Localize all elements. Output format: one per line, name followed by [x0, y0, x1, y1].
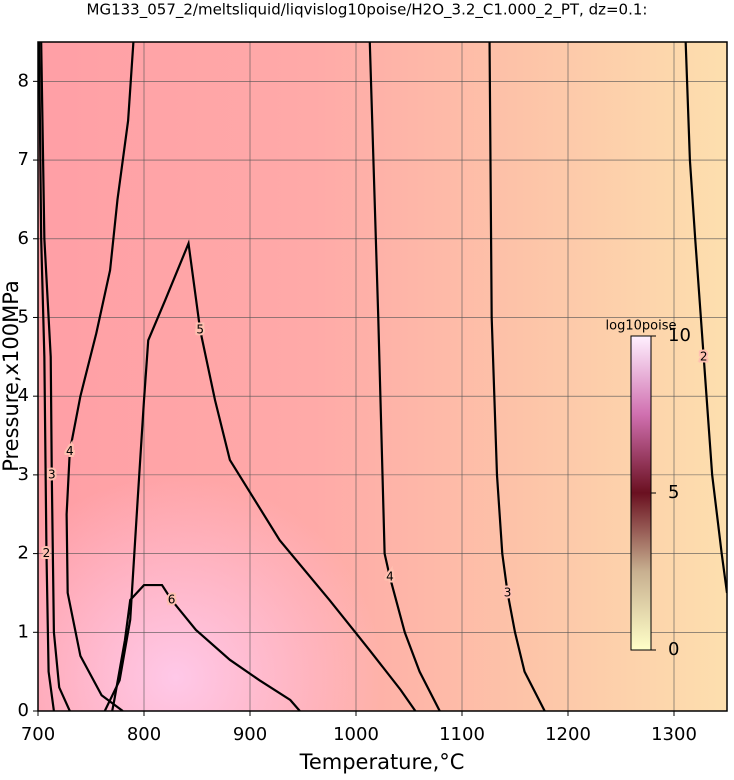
contour-line — [65, 42, 135, 711]
contour-label: 5 — [196, 323, 204, 337]
x-axis-label: Temperature,°C — [299, 750, 465, 774]
chart-title: MG133_057_2/meltsliquid/liqvislog10poise… — [87, 1, 648, 20]
colorbar — [630, 335, 652, 651]
colorbar-label: log10poise — [606, 319, 677, 334]
y-tick-label: 8 — [18, 70, 29, 91]
y-tick-label: 1 — [18, 621, 29, 642]
x-tick-label: 1300 — [651, 724, 697, 745]
y-tick-label: 5 — [18, 306, 29, 327]
contour-line — [103, 239, 417, 711]
field-highlight — [38, 42, 727, 711]
contour-line — [684, 42, 727, 594]
x-tick-label: 700 — [21, 724, 55, 745]
contour-label: 2 — [43, 546, 51, 560]
y-tick-label: 3 — [18, 464, 29, 485]
x-tick-label: 900 — [233, 724, 267, 745]
x-tick-label: 1200 — [545, 724, 591, 745]
contour-label: 2 — [700, 349, 708, 363]
colorbar-tick-label: 10 — [668, 325, 691, 346]
contour-label: 3 — [48, 467, 56, 481]
y-tick-label: 0 — [18, 700, 29, 721]
contour-label: 3 — [504, 585, 512, 599]
plot-frame — [37, 41, 728, 712]
contour-label: 6 — [168, 593, 176, 607]
y-tick-label: 4 — [18, 385, 29, 406]
contour-line — [488, 42, 546, 711]
x-tick-label: 800 — [127, 724, 161, 745]
contour-line — [38, 42, 55, 711]
colorbar-tick-label: 5 — [668, 482, 679, 503]
y-tick-label: 7 — [18, 149, 29, 170]
y-tick-label: 2 — [18, 543, 29, 564]
y-tick-label: 6 — [18, 228, 29, 249]
contour-line — [40, 42, 71, 711]
contour-line — [368, 42, 441, 711]
y-axis-label: Pressure,x100MPa — [0, 280, 23, 472]
contour-label: 4 — [66, 444, 74, 458]
colorbar-tick-label: 0 — [668, 639, 679, 660]
contour-label: 4 — [386, 570, 394, 584]
x-tick-label: 1000 — [333, 724, 379, 745]
contour-line — [111, 583, 301, 711]
x-tick-label: 1100 — [439, 724, 485, 745]
